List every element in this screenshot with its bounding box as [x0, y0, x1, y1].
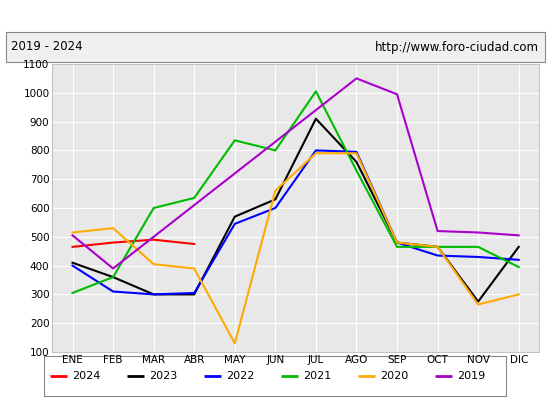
Text: 2023: 2023	[148, 371, 177, 381]
Text: 2022: 2022	[226, 371, 254, 381]
Text: 2019 - 2024: 2019 - 2024	[11, 40, 82, 54]
Text: http://www.foro-ciudad.com: http://www.foro-ciudad.com	[375, 40, 539, 54]
Text: 2020: 2020	[379, 371, 408, 381]
Text: Evolucion Nº Turistas Nacionales en el municipio de La Riera de Gaià: Evolucion Nº Turistas Nacionales en el m…	[23, 8, 527, 24]
Text: 2019: 2019	[456, 371, 485, 381]
Text: 2024: 2024	[72, 371, 100, 381]
Text: 2021: 2021	[302, 371, 331, 381]
